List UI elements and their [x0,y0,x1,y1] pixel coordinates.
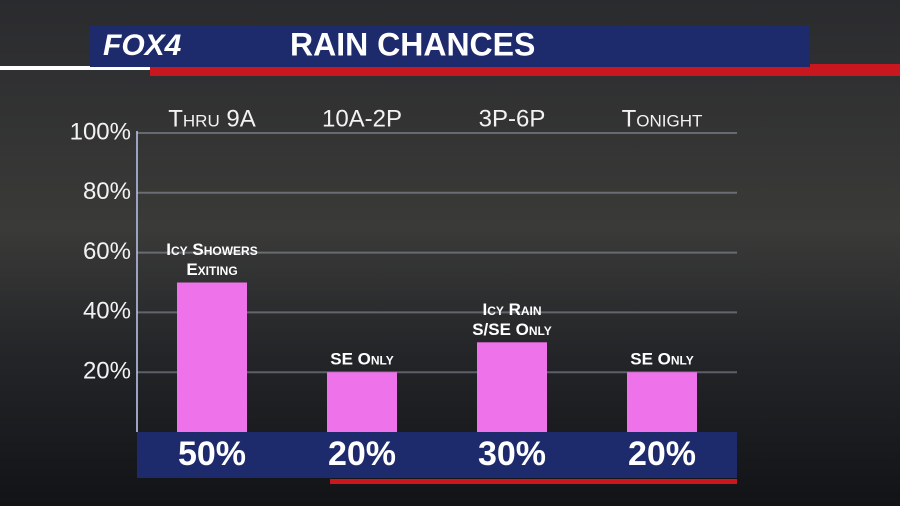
annotation: S/SE Only [472,320,552,339]
value-label: 30% [478,435,546,473]
y-tick-label: 20% [83,358,131,385]
band-stripe [330,479,737,484]
bar [477,342,547,432]
x-tick-label: Tonight [622,105,703,132]
x-tick-label: 3P-6P [479,105,546,132]
bar [627,372,697,432]
value-label: 20% [628,435,696,473]
annotation: Icy Showers [166,240,257,259]
bar [327,372,397,432]
y-tick-label: 100% [70,118,131,145]
value-label: 20% [328,435,396,473]
annotation: Icy Rain [482,300,541,319]
annotation: SE Only [630,350,694,369]
bar [177,282,247,432]
logo: FOX4 [103,29,182,62]
y-tick-label: 60% [83,238,131,265]
header-bar [90,25,810,67]
annotation: SE Only [330,350,394,369]
x-tick-label: Thru 9A [168,105,256,132]
x-tick-label: 10A-2P [322,105,402,132]
y-tick-label: 80% [83,178,131,205]
annotation: Exiting [186,260,237,279]
chart-title: RAIN CHANCES [290,26,535,62]
y-tick-label: 40% [83,298,131,325]
header-rule [0,66,150,70]
value-band [137,432,737,478]
value-label: 50% [178,435,246,473]
